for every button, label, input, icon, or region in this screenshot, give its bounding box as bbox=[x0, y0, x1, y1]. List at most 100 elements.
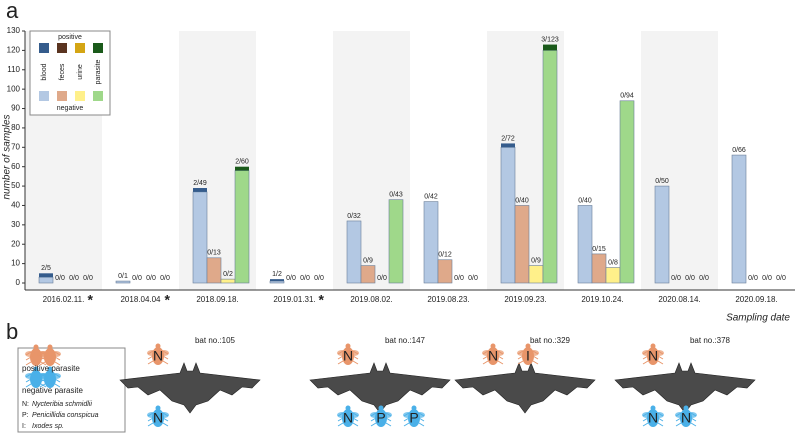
insect-leg bbox=[690, 417, 697, 422]
insect-wing bbox=[415, 412, 425, 418]
bar-negative bbox=[360, 265, 376, 284]
negative-parasite: N bbox=[147, 405, 169, 427]
insect-head bbox=[345, 343, 351, 349]
insect-leg bbox=[25, 378, 32, 383]
y-tick-label: 90 bbox=[11, 104, 20, 113]
insect-head bbox=[650, 405, 656, 411]
insect-wing bbox=[39, 351, 49, 357]
insect-wing bbox=[403, 412, 413, 418]
insect-leg bbox=[352, 360, 359, 365]
bat-label: bat no.:147 bbox=[385, 336, 426, 345]
legend-swatch bbox=[93, 91, 103, 101]
bar-negative bbox=[346, 220, 362, 284]
y-tick-label: 100 bbox=[7, 84, 21, 93]
y-axis-label: number of samples bbox=[2, 114, 13, 199]
bar-label: 0/32 bbox=[347, 213, 361, 220]
insect-leg bbox=[54, 383, 61, 388]
insect-head bbox=[47, 366, 53, 372]
insect-leg bbox=[532, 360, 539, 365]
bar-positive bbox=[235, 166, 249, 171]
insect-leg bbox=[25, 383, 32, 388]
insect-leg bbox=[352, 422, 359, 427]
legend-title: negative bbox=[57, 105, 84, 112]
insect-leg bbox=[39, 373, 46, 378]
bar-label: 0/13 bbox=[207, 250, 221, 257]
bar-label: 2/60 bbox=[235, 159, 249, 166]
legend-label: positive parasite bbox=[22, 364, 80, 373]
insect-leg bbox=[482, 355, 489, 360]
insect-leg bbox=[352, 417, 359, 422]
legend-swatch bbox=[75, 91, 85, 101]
bar-label: 0/66 bbox=[732, 147, 746, 154]
category-note: * bbox=[165, 292, 171, 308]
insect-wing bbox=[147, 412, 157, 418]
bar-negative bbox=[115, 280, 131, 284]
insect-wing bbox=[642, 350, 652, 356]
insect-leg bbox=[337, 350, 344, 355]
insect-leg bbox=[385, 422, 392, 427]
shaded-band bbox=[641, 31, 718, 290]
insect-leg bbox=[337, 412, 344, 417]
bar-label: 0/0 bbox=[454, 275, 464, 282]
bar-label: 0/15 bbox=[592, 246, 606, 253]
insect-wing bbox=[159, 412, 169, 418]
category-note: * bbox=[88, 292, 94, 308]
y-tick-label: 120 bbox=[7, 45, 21, 54]
bar-label: 0/0 bbox=[300, 275, 310, 282]
bar-label: 0/0 bbox=[286, 275, 296, 282]
insect-leg bbox=[337, 355, 344, 360]
bar-label: 0/9 bbox=[363, 257, 373, 264]
insect-leg bbox=[39, 351, 46, 356]
negative-parasite: N bbox=[337, 405, 359, 427]
y-tick-label: 40 bbox=[11, 201, 20, 210]
x-tick-label: 2018.09.18. bbox=[196, 295, 238, 304]
bar-label: 0/0 bbox=[69, 275, 79, 282]
bar-negative bbox=[605, 267, 621, 284]
bat-silhouette bbox=[119, 362, 261, 414]
insect-leg bbox=[403, 422, 410, 427]
insect-leg bbox=[54, 361, 61, 366]
insect-leg bbox=[162, 355, 169, 360]
x-tick-label: 2019.01.31. bbox=[273, 295, 315, 304]
insect-leg bbox=[54, 356, 61, 361]
bar-negative bbox=[528, 265, 544, 284]
bar-label: 0/0 bbox=[776, 275, 786, 282]
bar-label: 2/5 bbox=[41, 265, 51, 272]
insect-leg bbox=[370, 412, 377, 417]
bar-negative bbox=[206, 257, 222, 284]
bar-positive bbox=[270, 279, 284, 282]
bat-label: bat no.:105 bbox=[195, 336, 236, 345]
bar-label: 0/0 bbox=[132, 275, 142, 282]
parasite-letter: N bbox=[343, 410, 353, 426]
insect-leg bbox=[517, 350, 524, 355]
positive-parasite: I bbox=[517, 343, 539, 365]
bar-label: 0/0 bbox=[146, 275, 156, 282]
insect-wing bbox=[159, 350, 169, 356]
insect-leg bbox=[657, 422, 664, 427]
bar-positive bbox=[501, 143, 515, 148]
y-tick-label: 0 bbox=[16, 278, 21, 287]
insect-wing bbox=[25, 373, 35, 379]
bar-positive bbox=[193, 188, 207, 192]
positive-parasite: N bbox=[482, 343, 504, 365]
bat-silhouette bbox=[309, 362, 451, 414]
legend-label: negative parasite bbox=[22, 386, 83, 395]
insect-leg bbox=[675, 417, 682, 422]
insect-leg bbox=[54, 351, 61, 356]
insect-leg bbox=[482, 360, 489, 365]
bar-label: 0/40 bbox=[578, 197, 592, 204]
bat-silhouette bbox=[454, 362, 596, 414]
insect-leg bbox=[642, 412, 649, 417]
x-tick-label: 2019.09.23. bbox=[504, 295, 546, 304]
bar-label: 0/0 bbox=[55, 275, 65, 282]
x-tick-label: 2019.10.24. bbox=[581, 295, 623, 304]
insect-leg bbox=[642, 355, 649, 360]
bar-label: 0/0 bbox=[83, 275, 93, 282]
bar-negative bbox=[514, 205, 530, 284]
bar-label: 0/2 bbox=[223, 271, 233, 278]
insect-wing bbox=[482, 350, 492, 356]
x-tick-label: 2020.09.18. bbox=[735, 295, 777, 304]
legend-icon bbox=[25, 366, 47, 388]
insect-wing bbox=[654, 412, 664, 418]
insect-leg bbox=[642, 417, 649, 422]
